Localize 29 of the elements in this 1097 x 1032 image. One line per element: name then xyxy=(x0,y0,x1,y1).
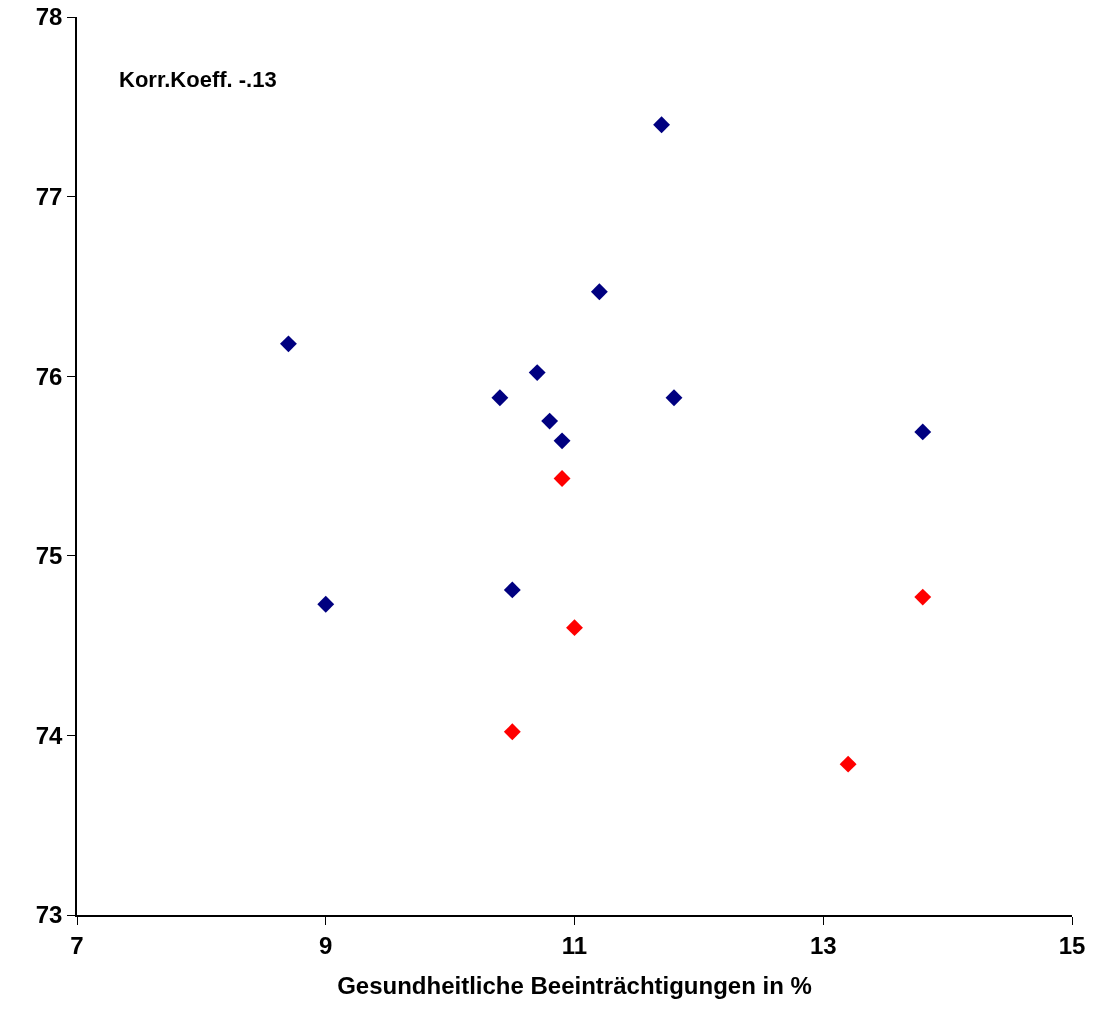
y-tick-label: 74 xyxy=(35,721,64,749)
point xyxy=(590,283,608,301)
x-tick-label: 13 xyxy=(809,931,837,959)
point xyxy=(528,364,546,382)
y-tick-label: 76 xyxy=(35,362,63,390)
x-tick-label: 15 xyxy=(1058,931,1086,959)
y-tick-label: 78 xyxy=(35,3,63,31)
x-tick-label: 9 xyxy=(319,931,333,959)
x-axis-title: Gesundheitliche Beeinträchtigungen in % xyxy=(337,972,812,1000)
point xyxy=(541,412,559,430)
point xyxy=(665,389,683,407)
point xyxy=(553,432,571,450)
point xyxy=(914,423,932,441)
point xyxy=(317,595,335,613)
y-tick-label: 73 xyxy=(35,901,63,929)
point xyxy=(279,335,297,353)
point xyxy=(503,723,521,741)
x-tick-label: 7 xyxy=(70,931,84,959)
y-tick-label: 77 xyxy=(35,183,63,210)
x-tick-label: 11 xyxy=(561,931,588,959)
point xyxy=(491,389,509,407)
point xyxy=(839,755,857,773)
point xyxy=(914,588,932,606)
annotation: Korr.Koeff. -.13 xyxy=(119,67,277,92)
y-tick-label: 75 xyxy=(35,542,63,570)
point xyxy=(566,619,583,637)
point xyxy=(553,470,571,488)
point xyxy=(653,116,671,134)
point xyxy=(503,581,521,599)
